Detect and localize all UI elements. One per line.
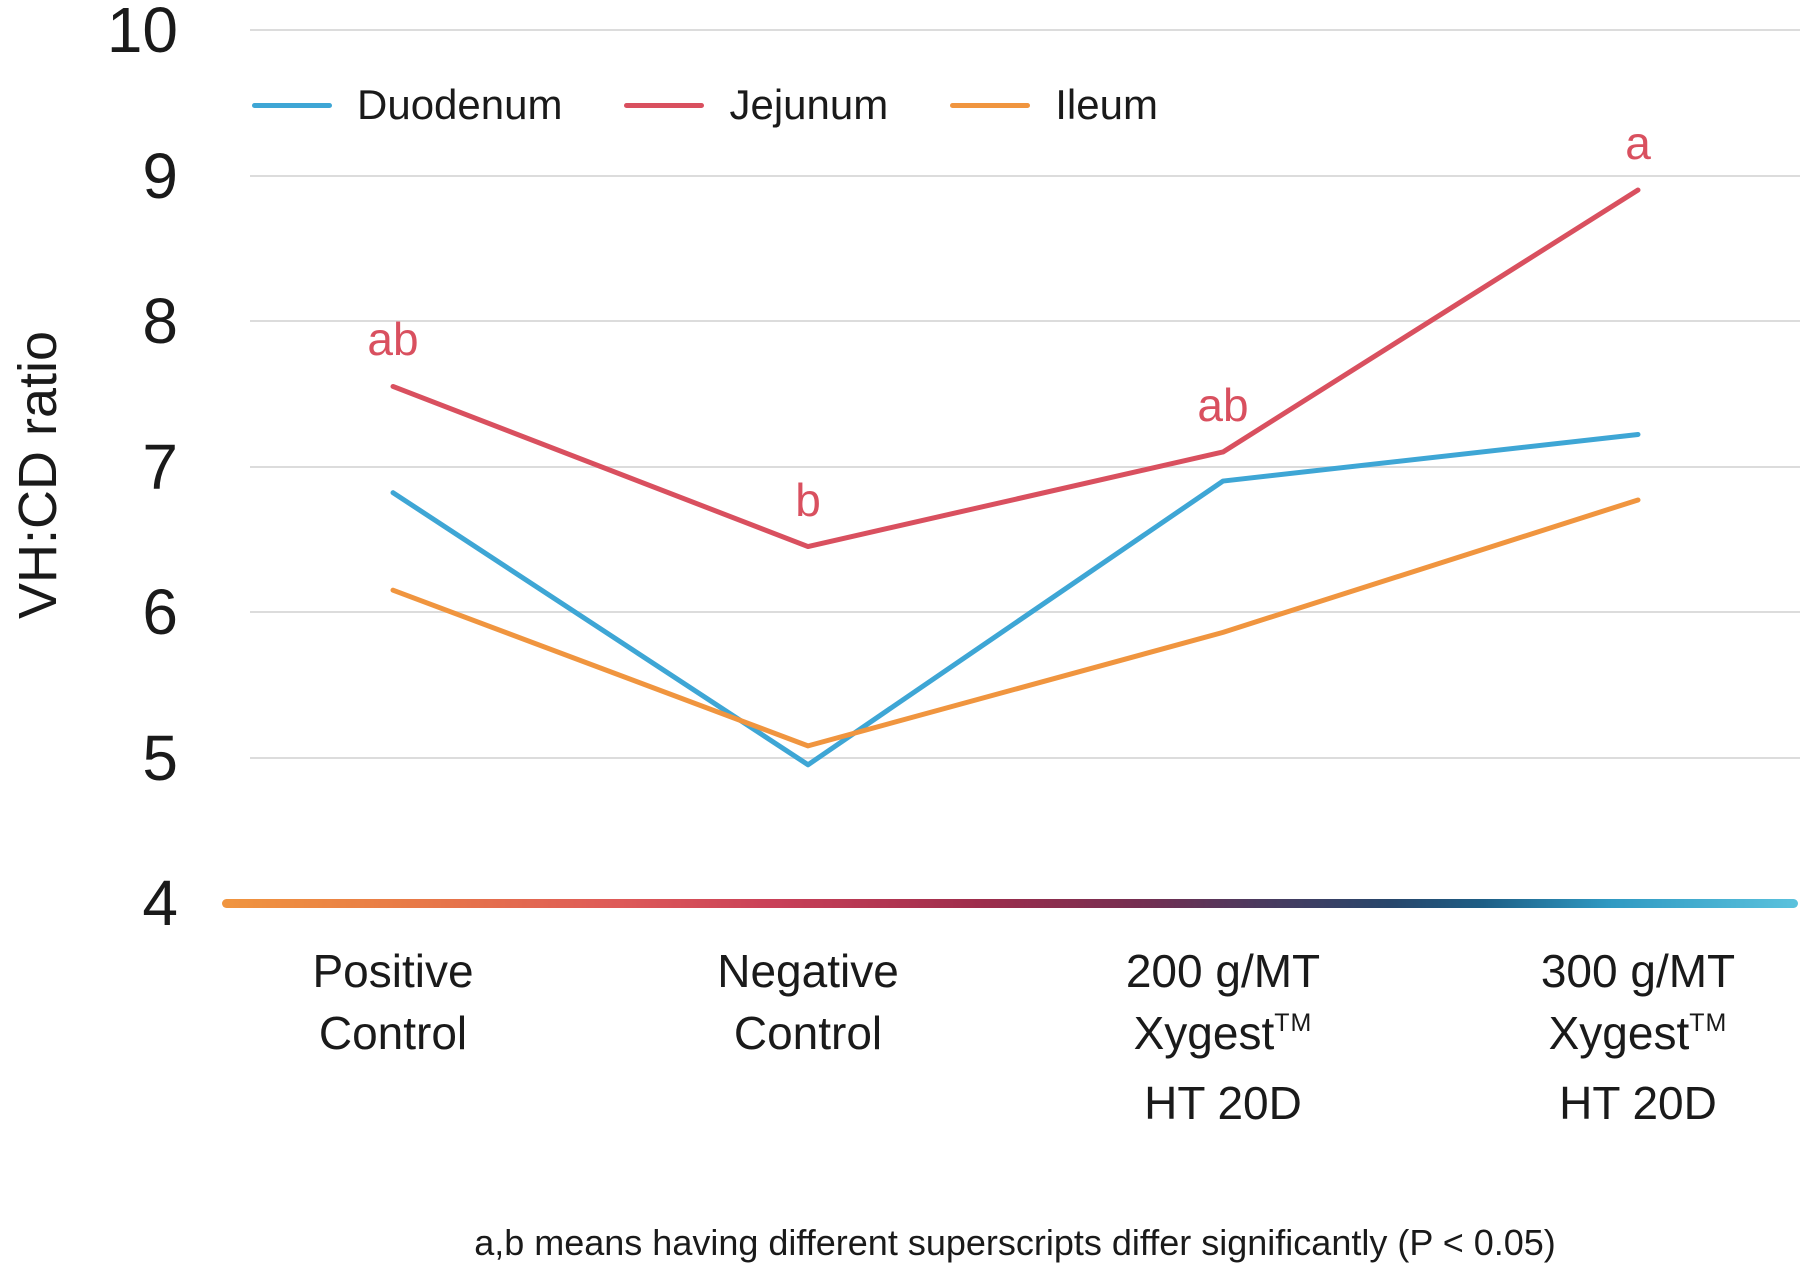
category-label-line: 300 g/MT <box>1540 945 1736 997</box>
significance-label: a <box>1625 117 1651 170</box>
x-axis-line <box>222 899 1798 908</box>
significance-label: ab <box>1197 378 1249 431</box>
legend-item-duodenum: Duodenum <box>252 81 562 129</box>
category-label-line: Control <box>733 1007 883 1059</box>
gridline <box>250 756 1800 759</box>
category-label-line: XygestTM <box>1133 1007 1313 1059</box>
y-tick-label: 4 <box>142 867 178 939</box>
trademark-superscript: TM <box>1689 1009 1728 1037</box>
gridline <box>250 465 1800 468</box>
y-tick-label: 7 <box>142 430 178 503</box>
y-tick-label: 10 <box>106 0 178 66</box>
y-tick-label: 9 <box>142 139 178 212</box>
y-tick-label: 6 <box>142 576 178 648</box>
category-label-line: XygestTM <box>1548 1007 1728 1059</box>
legend-item-ileum: Ileum <box>950 81 1158 129</box>
y-tick-label: 8 <box>142 285 178 357</box>
legend-swatch-icon <box>950 102 1031 108</box>
series-line-duodenum <box>390 431 1641 768</box>
category-label-line: HT 20D <box>1559 1077 1717 1129</box>
category-label-line: Negative <box>717 945 899 997</box>
y-axis-title: VH:CD ratio <box>8 330 68 620</box>
gridline <box>250 174 1800 177</box>
legend-label: Jejunum <box>729 81 889 128</box>
significance-label: ab <box>367 313 419 366</box>
legend-swatch-icon <box>252 102 332 108</box>
legend: Duodenum Jejunum Ileum <box>252 81 1158 129</box>
series-line-jejunum <box>390 187 1641 550</box>
footnote: a,b means having different superscripts … <box>474 1222 1556 1263</box>
category-label-line: 200 g/MT <box>1125 945 1321 997</box>
legend-item-jejunum: Jejunum <box>624 81 888 129</box>
category-label-line: Control <box>318 1007 468 1059</box>
legend-swatch-icon <box>624 102 705 108</box>
category-label-line: Positive <box>312 945 474 997</box>
legend-label: Duodenum <box>357 81 563 128</box>
significance-label: b <box>795 473 821 526</box>
category-label: 200 g/MT XygestTM HT 20D <box>1126 940 1320 1134</box>
trademark-superscript: TM <box>1274 1009 1313 1037</box>
category-label-line: HT 20D <box>1144 1077 1302 1129</box>
series-line-ileum <box>390 497 1641 749</box>
gridline <box>250 611 1800 613</box>
legend-label: Ileum <box>1055 81 1158 128</box>
gridline <box>250 29 1800 31</box>
y-tick-label: 5 <box>142 721 178 794</box>
category-label: Positive Control <box>312 940 473 1064</box>
category-label: Negative Control <box>717 940 899 1064</box>
category-label: 300 g/MT XygestTM HT 20D <box>1541 940 1735 1134</box>
gridline <box>250 320 1800 322</box>
